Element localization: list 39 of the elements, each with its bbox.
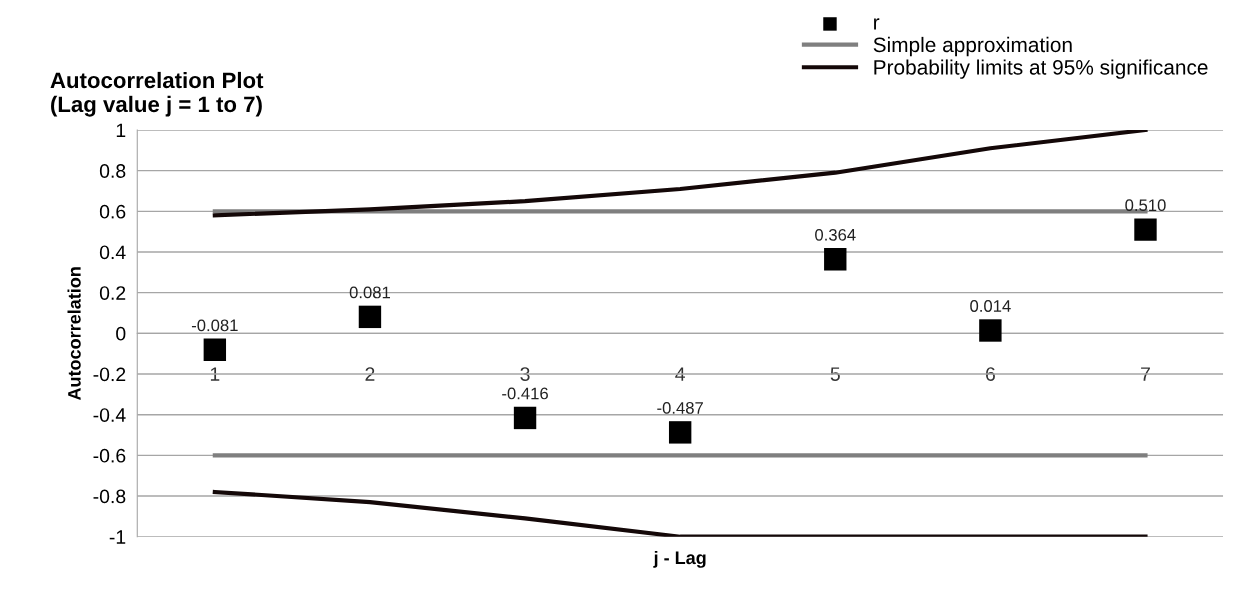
y-tick-label: 1: [116, 123, 126, 138]
chart-title: Autocorrelation Plot (Lag value j = 1 to 7): [50, 71, 264, 117]
x-tick-label: 2: [365, 367, 375, 381]
data-label: -0.081: [191, 319, 238, 332]
legend-label: r: [874, 18, 880, 30]
point: [668, 421, 692, 444]
y-tick-label: -1: [109, 530, 126, 544]
point: [203, 338, 227, 362]
line-series: [212, 489, 1148, 537]
point: [513, 406, 537, 430]
data-label: -0.487: [657, 402, 703, 414]
data-label: 0.014: [970, 300, 1011, 312]
x-tick-label: 6: [985, 367, 995, 381]
data-label: 0.081: [349, 286, 390, 299]
x-tick-label: 4: [675, 367, 685, 381]
x-tick-label: 3: [520, 367, 530, 381]
point: [824, 248, 847, 271]
data-label: 0.364: [815, 228, 856, 241]
y-tick-label: -0.4: [93, 408, 126, 422]
y-tick-label: 0: [116, 326, 126, 341]
y-tick-label: 0.2: [99, 286, 126, 300]
x-tick-label: 5: [830, 367, 840, 381]
y-tick-label: -0.6: [93, 448, 126, 463]
y-tick-label: 0.4: [99, 245, 126, 260]
y-axis-title: Autocorrelation: [67, 267, 81, 401]
y-tick-label: -0.8: [93, 489, 126, 504]
point: [1134, 218, 1157, 241]
point: [358, 305, 382, 329]
y-tick-label: 0.8: [99, 164, 126, 178]
x-tick-label: 7: [1141, 367, 1150, 381]
x-axis-title: j - Lag: [653, 550, 706, 568]
data-label: 0.510: [1125, 199, 1166, 212]
y-tick-label: -0.2: [93, 367, 126, 382]
data-label: -0.416: [502, 387, 548, 400]
y-tick-label: 0.6: [99, 204, 126, 219]
legend-label: Probability limits at 95% significance: [874, 59, 1208, 79]
x-tick-label: 1: [210, 367, 220, 381]
legend-label: Simple approximation: [873, 36, 1072, 57]
point: [979, 319, 1002, 342]
